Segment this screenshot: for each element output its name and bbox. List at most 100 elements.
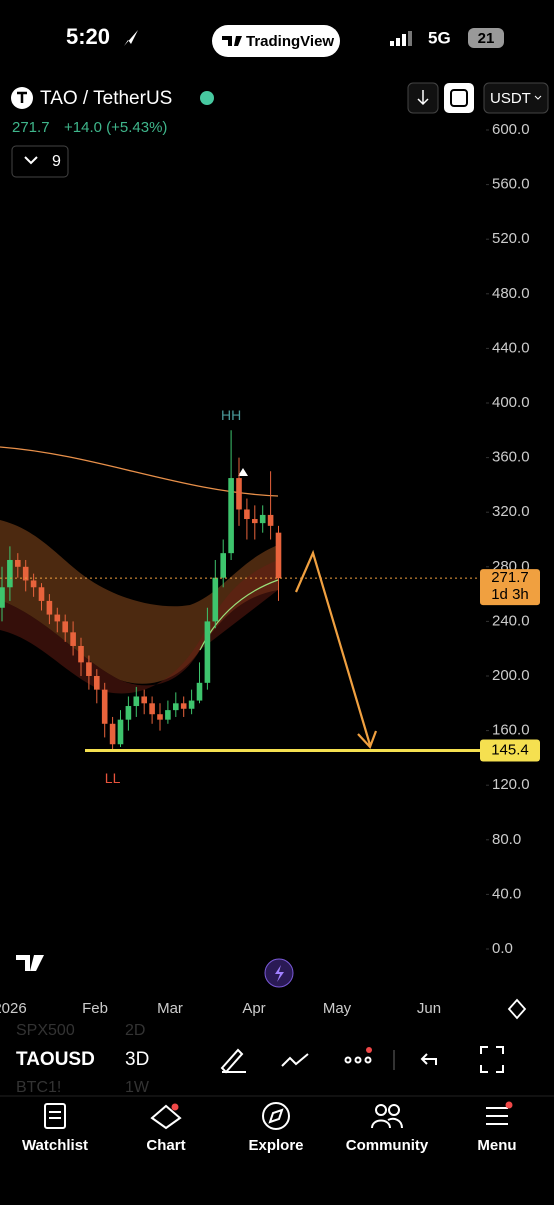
symbol-item[interactable]: SPX500 — [16, 1022, 75, 1039]
candle-body — [244, 509, 250, 520]
badge — [505, 1101, 513, 1109]
download-icon — [417, 90, 429, 106]
x-tick-label: Jun — [417, 1000, 441, 1017]
candle-body — [228, 478, 234, 554]
y-tick-label: 120.0 — [492, 776, 530, 793]
y-tick-label: 200.0 — [492, 667, 530, 684]
chevron — [24, 156, 38, 165]
settings-button[interactable] — [507, 998, 527, 1020]
y-tick-label: 480.0 — [492, 285, 530, 302]
tab-label[interactable]: Explore — [248, 1137, 303, 1154]
symbol-item[interactable]: TAOUSD — [16, 1049, 95, 1070]
y-tick-label: 560.0 — [492, 176, 530, 193]
candle-body — [267, 514, 274, 526]
tab-label[interactable]: Watchlist — [22, 1137, 88, 1154]
fullscreen-icon — [450, 89, 468, 107]
fullscreen-tool[interactable] — [480, 1046, 504, 1073]
candle-body — [54, 614, 61, 622]
symbol-item[interactable]: BTC1! — [16, 1079, 61, 1096]
interval-item[interactable]: 3D — [125, 1049, 149, 1070]
tv-logo — [222, 36, 242, 46]
y-tick-label: 440.0 — [492, 339, 530, 356]
tab-label[interactable]: Menu — [477, 1137, 516, 1154]
y-tick-label: 400.0 — [492, 394, 530, 411]
candle-body — [188, 700, 195, 709]
candle-body — [78, 645, 84, 663]
undo-tool[interactable] — [420, 1053, 437, 1065]
candle-body — [259, 514, 266, 524]
toolbar — [220, 1046, 504, 1074]
interval-item[interactable]: 1W — [125, 1079, 150, 1096]
fullscreen-button[interactable] — [444, 83, 474, 113]
app-name: TradingView — [246, 33, 334, 50]
high-marker: HH — [221, 407, 241, 423]
tab-icons — [44, 1102, 508, 1130]
candle-body — [7, 559, 13, 588]
x-tick-label: Apr — [242, 1000, 265, 1017]
y-tick-label: 0.0 — [492, 940, 513, 957]
tab-label[interactable]: Community — [346, 1137, 429, 1154]
indicators-toggle[interactable] — [11, 145, 69, 178]
location-icon — [124, 30, 138, 46]
symbol[interactable]: TAO / TetherUS — [40, 88, 172, 109]
signal — [390, 31, 412, 46]
trend-tool[interactable] — [281, 1053, 309, 1067]
x-tick-label: Mar — [157, 1000, 183, 1017]
price-change: +14.0 (+5.43%) — [64, 119, 167, 136]
candle-body — [252, 519, 258, 524]
market-open-dot — [200, 91, 214, 105]
interval-item[interactable]: 2D — [125, 1022, 145, 1039]
support-label: 145.4 — [491, 741, 529, 758]
candle-body — [236, 478, 242, 510]
candle-body — [173, 703, 179, 711]
candle-body — [141, 696, 147, 704]
network: 5G — [428, 28, 451, 47]
candle-body — [46, 600, 53, 615]
indicator-count: 9 — [52, 153, 61, 170]
countdown-label: 1d 3h — [491, 586, 529, 603]
ribbon-lower — [0, 560, 278, 694]
candle-body — [86, 662, 92, 676]
last-price-tag — [480, 569, 540, 606]
currency-button[interactable] — [483, 82, 549, 114]
candle-body — [275, 532, 282, 579]
x-tick-label: 2026 — [0, 1000, 27, 1017]
candle-body — [212, 577, 219, 622]
y-tick-label: 520.0 — [492, 230, 530, 247]
y-tick-label: 600.0 — [492, 121, 530, 138]
signal-marker — [238, 468, 248, 476]
candle-body — [165, 710, 171, 720]
tv-watermark — [16, 955, 44, 971]
support-tag — [480, 739, 540, 762]
candle-body — [101, 689, 108, 724]
coin-glyph — [17, 91, 27, 103]
last-price-label: 271.7 — [491, 569, 529, 586]
app-pill[interactable] — [212, 25, 340, 57]
candle-body — [149, 703, 155, 715]
candle-body — [196, 682, 203, 701]
candle-body — [94, 676, 100, 690]
y-tick-label: 80.0 — [492, 831, 521, 848]
more-tool[interactable] — [344, 1056, 352, 1064]
y-tick-label: 320.0 — [492, 503, 530, 520]
low-marker: LL — [105, 770, 121, 786]
currency: USDT — [490, 90, 531, 107]
candle-body — [117, 719, 124, 745]
candle-body — [204, 621, 211, 683]
candle-body — [62, 621, 68, 633]
candle-body — [30, 580, 37, 588]
candle-body — [133, 696, 140, 707]
y-tick-label: 160.0 — [492, 722, 530, 739]
candle-body — [125, 706, 132, 720]
last-price: 271.7 — [12, 119, 50, 136]
candle-body — [22, 566, 29, 581]
candle-body — [15, 559, 21, 567]
currency-chevron — [534, 95, 542, 100]
x-tick-label: Feb — [82, 1000, 108, 1017]
battery-level: 21 — [478, 30, 495, 47]
candle-body — [109, 723, 116, 745]
ribbon — [0, 520, 278, 684]
brush-tool[interactable] — [220, 1048, 246, 1074]
tab-label[interactable]: Chart — [146, 1137, 185, 1154]
candle-body — [38, 587, 45, 601]
